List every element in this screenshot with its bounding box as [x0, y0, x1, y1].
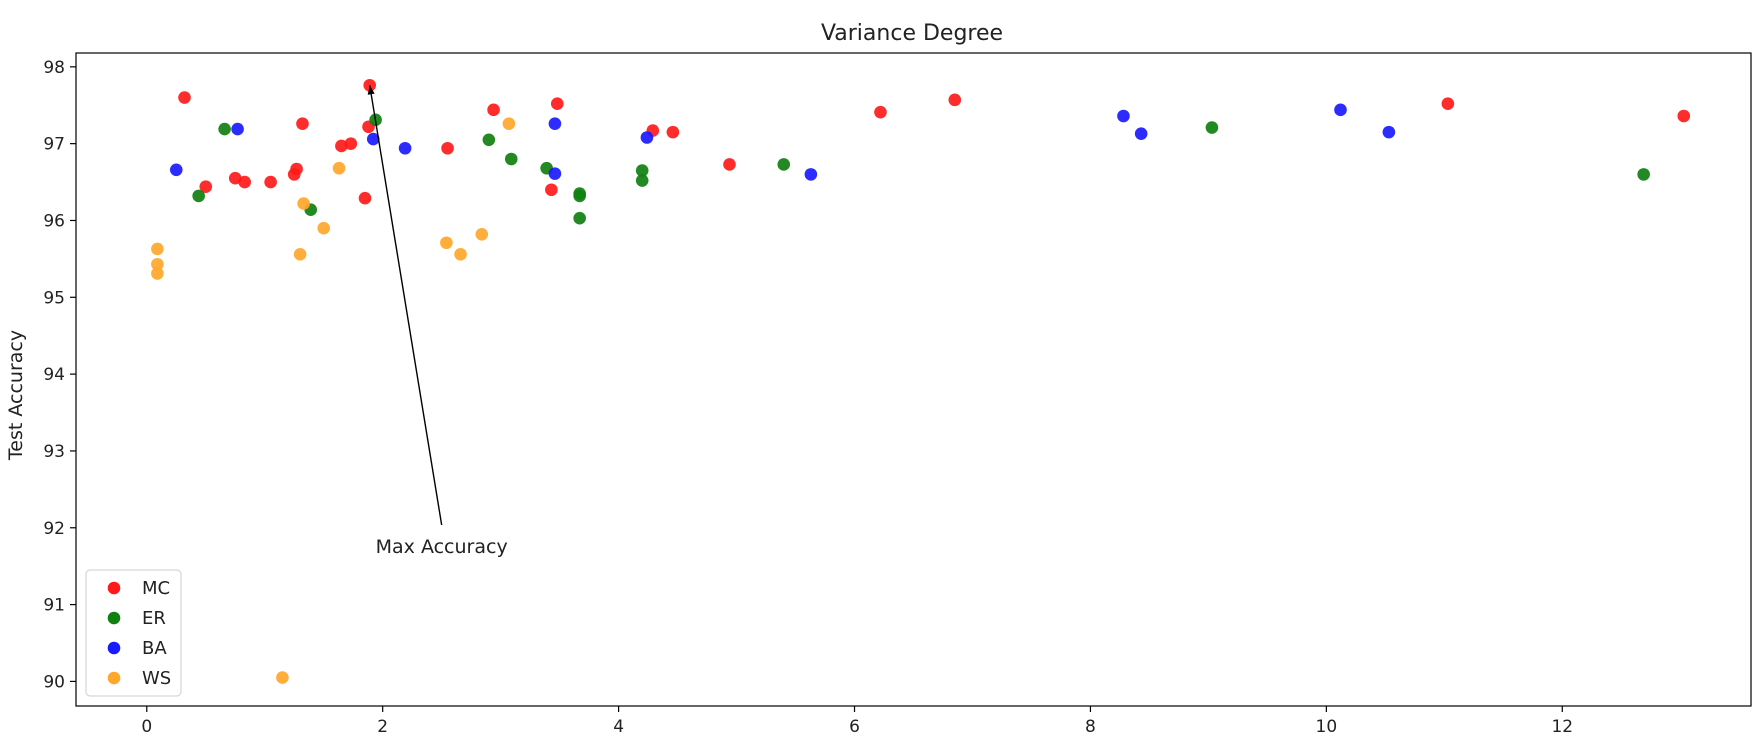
y-tick-label: 95 [43, 288, 65, 308]
data-point-mc [335, 139, 348, 153]
legend: MC ER BA WS [85, 569, 182, 697]
legend-label: BA [142, 638, 167, 659]
legend-marker [107, 671, 121, 685]
data-point-ws [276, 671, 289, 684]
legend-label: MC [142, 578, 170, 599]
data-point-mc [666, 125, 680, 139]
data-point-ba [398, 141, 412, 155]
data-point-ws [297, 197, 310, 210]
data-point-mc [487, 103, 500, 117]
x-tick-label: 0 [141, 717, 152, 737]
annotation: Max Accuracy [367, 85, 508, 558]
data-point-ws [151, 267, 164, 280]
data-point-mc [545, 183, 558, 197]
data-point-er [504, 152, 518, 166]
legend-marker [107, 611, 121, 625]
data-point-er [573, 187, 586, 200]
data-point-ws [293, 247, 307, 261]
data-point-mc [199, 180, 213, 193]
legend-marker [107, 581, 121, 595]
data-point-er [635, 164, 649, 177]
data-point-ws [151, 257, 164, 271]
data-point-mc [1441, 97, 1455, 111]
data-point-er [218, 122, 231, 136]
data-point-ba [804, 168, 818, 181]
y-tick-label: 97 [43, 135, 65, 155]
data-point-mc [550, 97, 564, 111]
y-tick-label: 92 [43, 519, 65, 539]
annotation-arrowhead [367, 85, 375, 95]
y-tick-label: 96 [43, 211, 65, 231]
legend-label: ER [142, 608, 166, 629]
series-er [192, 113, 1650, 225]
data-point-ba [1134, 127, 1148, 140]
data-point-ba [1382, 125, 1396, 139]
axis-ticks: 0 2 4 6 8 10 12 90 91 92 93 94 95 96 97 98 [43, 58, 1573, 737]
data-point-mc [874, 105, 887, 119]
data-point-ba [366, 132, 380, 146]
series-ws [151, 117, 516, 684]
x-tick-label: 12 [1551, 717, 1573, 737]
chart-title: Variance Degree [821, 21, 1003, 46]
plot-frame [75, 52, 1752, 707]
data-point-mc [358, 191, 372, 205]
data-point-er [192, 189, 205, 203]
legend-label: WS [142, 668, 171, 689]
y-tick-label: 94 [43, 365, 65, 385]
data-point-ba [169, 163, 183, 177]
data-point-er [1637, 168, 1650, 181]
data-point-ba [1117, 109, 1130, 123]
data-point-mc [344, 137, 358, 150]
data-point-mc [264, 175, 277, 189]
data-point-mc [723, 158, 736, 171]
y-tick-label: 98 [43, 58, 65, 78]
data-point-mc [948, 93, 962, 107]
annotation-label: Max Accuracy [376, 536, 508, 558]
data-point-er [1205, 121, 1219, 134]
data-point-mc [1677, 109, 1691, 123]
data-point-mc [290, 162, 303, 176]
data-point-mc [178, 91, 191, 104]
y-tick-label: 90 [43, 672, 65, 692]
data-point-er [573, 211, 586, 225]
data-point-mc [441, 141, 454, 155]
data-point-ws [317, 221, 331, 235]
data-point-ba [548, 167, 562, 180]
x-tick-label: 4 [613, 717, 624, 737]
data-point-ws [440, 236, 453, 250]
data-point-ws [475, 228, 489, 241]
x-tick-label: 10 [1316, 717, 1338, 737]
legend-marker [107, 641, 121, 655]
data-point-ba [231, 122, 244, 136]
data-point-ba [1334, 103, 1347, 117]
data-point-er [635, 174, 649, 187]
series-mc [178, 78, 1691, 205]
annotation-arrow [369, 85, 443, 526]
y-tick-label: 91 [43, 596, 65, 616]
data-point-ws [454, 247, 467, 261]
data-point-ws [332, 161, 346, 175]
data-point-mc [296, 117, 309, 130]
legend-box [85, 569, 182, 697]
data-point-ba [548, 117, 562, 130]
data-point-mc [228, 171, 242, 185]
x-tick-label: 2 [377, 717, 388, 737]
data-point-er [482, 133, 496, 147]
x-tick-label: 8 [1085, 717, 1096, 737]
data-point-mc [238, 175, 251, 189]
y-tick-label: 93 [43, 442, 65, 462]
data-point-ws [151, 242, 164, 256]
data-point-ws [502, 117, 516, 130]
y-axis-label: Test Accuracy [5, 330, 27, 461]
series-ba [169, 103, 1396, 181]
data-points [151, 78, 1691, 684]
data-point-ba [640, 131, 654, 144]
x-tick-label: 6 [849, 717, 860, 737]
data-point-er [777, 158, 791, 171]
